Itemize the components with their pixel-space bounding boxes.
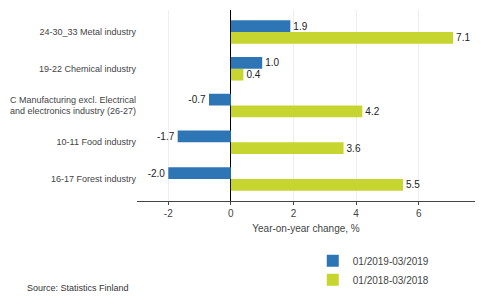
svg-text:Source: Statistics Finland: Source: Statistics Finland xyxy=(27,283,129,293)
svg-text:4.2: 4.2 xyxy=(365,106,379,117)
svg-text:1.9: 1.9 xyxy=(293,21,307,32)
svg-text:6: 6 xyxy=(416,208,422,219)
svg-text:19-22 Chemical industry: 19-22 Chemical industry xyxy=(39,64,137,74)
svg-text:5.5: 5.5 xyxy=(406,179,420,190)
svg-text:4: 4 xyxy=(353,208,359,219)
svg-text:-2: -2 xyxy=(164,208,173,219)
svg-text:10-11 Food industry: 10-11 Food industry xyxy=(57,137,137,147)
svg-text:16-17 Forest industry: 16-17 Forest industry xyxy=(51,174,137,184)
svg-text:0.4: 0.4 xyxy=(246,69,260,80)
svg-text:3.6: 3.6 xyxy=(347,143,361,154)
svg-text:C Manufacturing excl. Electric: C Manufacturing excl. Electricaland elec… xyxy=(10,95,136,117)
svg-text:2: 2 xyxy=(291,208,297,219)
svg-text:7.1: 7.1 xyxy=(456,32,470,43)
svg-text:01/2018-03/2018: 01/2018-03/2018 xyxy=(353,275,429,286)
svg-text:-2.0: -2.0 xyxy=(148,168,166,179)
svg-text:-1.7: -1.7 xyxy=(157,131,175,142)
svg-text:1.0: 1.0 xyxy=(265,57,279,68)
svg-text:01/2019-03/2019: 01/2019-03/2019 xyxy=(353,256,429,267)
svg-text:-0.7: -0.7 xyxy=(188,94,206,105)
svg-text:0: 0 xyxy=(228,208,234,219)
svg-text:24-30_33 Metal industry: 24-30_33 Metal industry xyxy=(39,27,136,37)
svg-text:Year-on-year change, %: Year-on-year change, % xyxy=(252,223,360,234)
